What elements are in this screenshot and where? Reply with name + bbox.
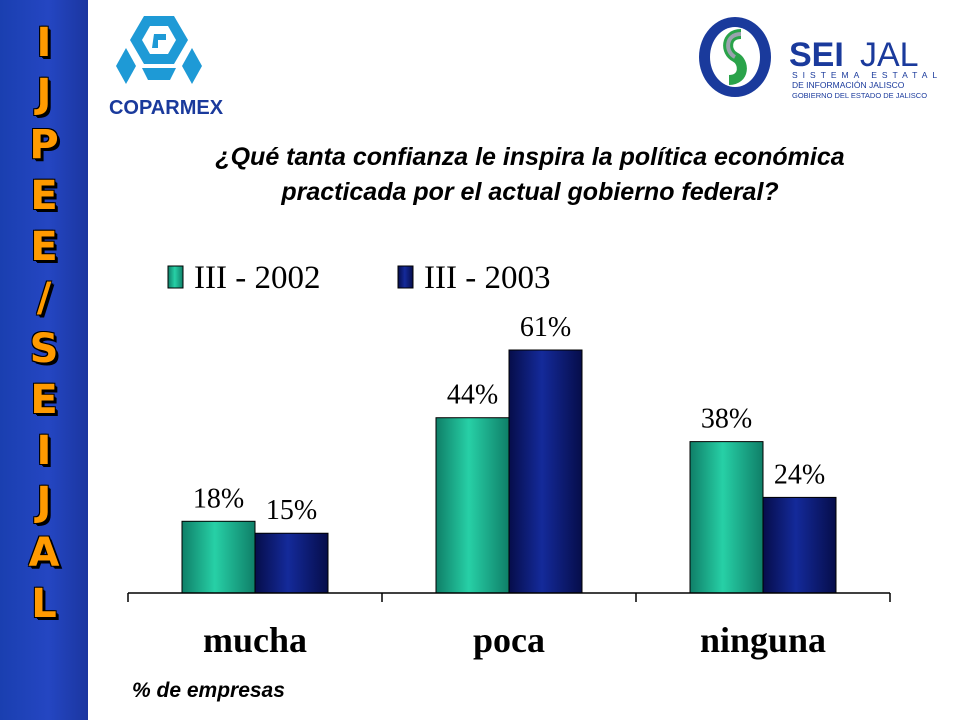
x-tick-label: ninguna (700, 620, 826, 660)
vertical-title: I J P E E / S E I J A L (0, 18, 88, 630)
bar (689, 441, 764, 594)
seijal-logo-name-rest: JAL (860, 36, 919, 74)
bar-value-label: 38% (701, 404, 752, 435)
coparmex-logo-text: COPARMEX (109, 97, 224, 119)
seijal-logo-line1: SISTEMA ESTATAL (792, 70, 942, 80)
sidebar-letter: L (31, 581, 57, 627)
chart-bars: 18% 15% 44% 61% 38% 24% (181, 312, 837, 594)
bar-value-label: 61% (520, 312, 571, 343)
sidebar-letter: P (29, 122, 59, 168)
sidebar-letter: E (30, 224, 58, 270)
bar-value-label: 44% (447, 380, 498, 411)
bar-value-label: 24% (774, 459, 825, 490)
sidebar-letter: E (30, 377, 58, 423)
chart-question: ¿Qué tanta confianza le inspira la polít… (100, 140, 960, 210)
bar (762, 496, 837, 594)
x-tick-label: mucha (203, 620, 307, 660)
seijal-logo: SEI JAL SISTEMA ESTATAL DE INFORMACIÓN J… (699, 17, 942, 100)
legend-label: III - 2002 (194, 260, 320, 296)
sidebar-letter: E (30, 173, 58, 219)
x-tick-label: poca (473, 620, 545, 660)
sidebar-banner: I J P E E / S E I J A L (0, 0, 88, 720)
question-line-2: practicada por el actual gobierno federa… (281, 178, 779, 206)
coparmex-emblem-icon (116, 16, 202, 84)
sidebar-letter: J (36, 71, 52, 117)
sidebar-letter: S (29, 326, 59, 372)
legend-swatch (397, 265, 414, 289)
seijal-logo-line3: GOBIERNO DEL ESTADO DE JALISCO (792, 91, 927, 100)
bar-value-label: 18% (193, 483, 244, 514)
bar (435, 417, 510, 594)
unit-note: % de empresas (132, 679, 285, 702)
bar-value-label: 15% (266, 495, 317, 526)
seijal-logo-line2: DE INFORMACIÓN JALISCO (792, 80, 905, 90)
sidebar-letter: A (28, 530, 60, 576)
seijal-emblem-icon (699, 17, 771, 97)
chart-axis: mucha poca ninguna (127, 592, 891, 660)
seijal-logo-name-bold: SEI (789, 36, 844, 74)
question-line-1: ¿Qué tanta confianza le inspira la polít… (215, 143, 845, 171)
sidebar-letter: I (36, 428, 52, 474)
legend-swatch (167, 265, 184, 289)
bar (254, 532, 329, 594)
sidebar-letter: I (36, 20, 52, 66)
chart-legend: III - 2002 III - 2003 (167, 260, 550, 296)
coparmex-logo: COPARMEX (109, 16, 224, 119)
sidebar-letter: J (36, 479, 52, 525)
legend-label: III - 2003 (424, 260, 550, 296)
bar (508, 349, 583, 594)
bar (181, 520, 256, 594)
sidebar-letter: / (36, 275, 52, 321)
